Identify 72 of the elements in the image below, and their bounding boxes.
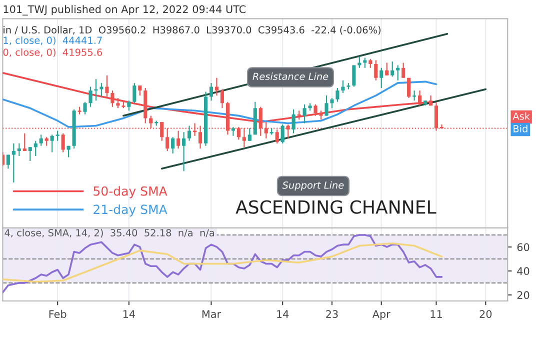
annotation: 0, close, 0) 41955.6 xyxy=(3,48,102,58)
candlestick xyxy=(341,80,345,94)
candlestick xyxy=(182,132,186,172)
candlestick xyxy=(248,128,252,142)
x-tick-label: 23 xyxy=(326,310,338,318)
x-tick-label: 14 xyxy=(123,310,135,318)
candlestick xyxy=(280,124,284,144)
candlestick xyxy=(358,56,362,68)
candlestick xyxy=(88,86,92,108)
candlestick xyxy=(17,142,21,157)
text: Ask xyxy=(512,112,530,120)
text: 50-day SMA xyxy=(94,186,168,198)
candlestick xyxy=(132,82,136,104)
candlestick xyxy=(83,101,87,115)
annotation: 4, close, SMA, 14, 2) 35.40 52.18 n/a n/a xyxy=(4,228,214,238)
candlestick xyxy=(28,146,32,162)
text: in / U.S. Dollar, 1D O39560.2 H39867.0 L39370.0 C39543.6 -22.4 (-0.06%) xyxy=(4,26,380,35)
annotation: Support Line xyxy=(282,181,344,191)
candlestick xyxy=(412,90,416,102)
text: 1, close, 0) 44441.7 xyxy=(4,36,102,46)
candlestick xyxy=(302,104,306,124)
annotation: Resistance Line xyxy=(252,72,328,80)
candlestick xyxy=(176,130,180,149)
candlestick xyxy=(12,142,16,184)
x-tick-label: Apr xyxy=(372,310,390,320)
candlestick xyxy=(330,98,334,109)
candlestick xyxy=(214,77,219,96)
candlestick xyxy=(418,90,422,106)
candlestick xyxy=(231,126,235,136)
candlestick xyxy=(407,77,411,99)
y-tick-label: 20 xyxy=(517,291,530,300)
candlestick xyxy=(34,140,38,157)
x-tick-label: Mar xyxy=(202,310,222,318)
candlestick xyxy=(220,88,224,109)
candlestick xyxy=(188,125,192,142)
candlestick xyxy=(94,78,98,102)
candlestick xyxy=(380,67,384,89)
text: 101_TWJ published on Apr 12, 2022 09:44 UTC xyxy=(4,5,246,16)
y-tick-label: 60 xyxy=(517,243,530,252)
candlestick xyxy=(6,154,10,170)
candlestick xyxy=(100,82,104,98)
x-tick-label: Feb xyxy=(49,310,66,318)
candlestick xyxy=(402,62,406,78)
candlestick xyxy=(352,64,356,88)
text: Bid xyxy=(514,124,528,132)
x-tick-label: 14 xyxy=(277,310,289,318)
x-tick-label: 20 xyxy=(480,310,492,318)
candlestick xyxy=(171,136,175,154)
candlestick xyxy=(324,94,328,116)
line-series xyxy=(2,242,443,283)
candlestick xyxy=(209,82,214,102)
candlestick xyxy=(22,132,26,152)
candlestick xyxy=(390,60,394,78)
candlestick xyxy=(50,134,54,153)
candlestick xyxy=(110,90,114,108)
candlestick xyxy=(314,104,318,116)
y-tick-label: 40 xyxy=(517,267,530,276)
candlestick xyxy=(61,132,65,153)
candlestick xyxy=(374,60,378,81)
candlestick xyxy=(336,87,340,102)
candlestick xyxy=(396,64,400,81)
candlestick xyxy=(292,108,296,134)
candlestick xyxy=(127,100,131,112)
x-tick-label: 11 xyxy=(430,310,442,318)
candlestick xyxy=(105,74,109,98)
candlestick xyxy=(385,62,389,76)
text: ASCENDING CHANNEL xyxy=(236,200,436,214)
text: 21-day SMA xyxy=(94,204,168,217)
candlestick xyxy=(56,130,60,142)
candlestick xyxy=(116,98,120,109)
candlestick xyxy=(363,57,367,68)
candlestick xyxy=(39,134,43,146)
